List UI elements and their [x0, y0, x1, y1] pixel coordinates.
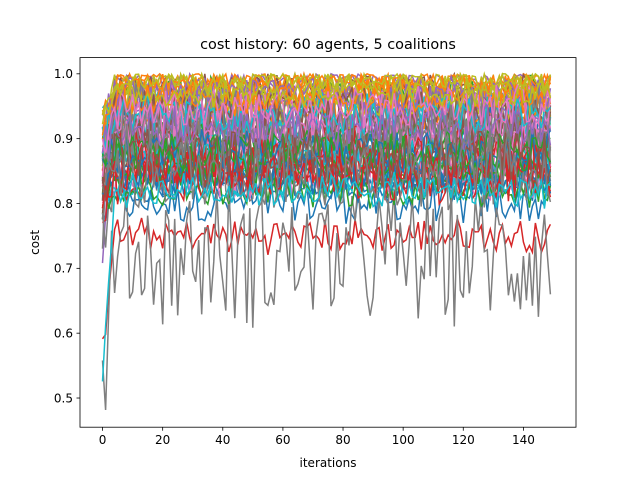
series-line-49 [101, 71, 552, 116]
y-axis-ticks: 0.5 0.6 0.7 0.8 0.9 1.0 [54, 67, 80, 405]
y-axis-label: cost [28, 230, 42, 255]
y-tick-label: 0.7 [54, 262, 73, 276]
series-line-29 [101, 72, 552, 122]
y-tick-label: 0.8 [54, 197, 73, 211]
plot-frame [79, 57, 577, 428]
plot-lines [101, 70, 552, 411]
x-tick-label: 60 [275, 433, 290, 447]
series-line-60 [101, 171, 551, 382]
series-line-48 [101, 81, 552, 249]
series-line-57 [101, 83, 552, 155]
x-tick-label: 20 [155, 433, 170, 447]
chart-title: cost history: 60 agents, 5 coalitions [200, 37, 456, 53]
x-axis-label: iterations [300, 456, 357, 470]
y-tick-label: 0.5 [54, 391, 73, 405]
x-tick-label: 100 [392, 433, 415, 447]
y-tick-label: 0.9 [54, 132, 73, 146]
series-line-56 [101, 127, 552, 198]
series-line-4 [101, 217, 552, 340]
y-tick-label: 0.6 [54, 326, 73, 340]
x-axis-ticks: 0 20 40 60 80 100 120 140 [99, 427, 535, 447]
series-line-59 [101, 78, 552, 125]
series-line-58 [101, 123, 552, 211]
x-tick-label: 40 [215, 433, 230, 447]
x-tick-label: 0 [99, 433, 107, 447]
y-tick-label: 1.0 [54, 67, 73, 81]
x-tick-label: 140 [512, 433, 535, 447]
x-tick-label: 80 [335, 433, 350, 447]
x-tick-label: 120 [452, 433, 475, 447]
series-line-55 [101, 100, 552, 162]
